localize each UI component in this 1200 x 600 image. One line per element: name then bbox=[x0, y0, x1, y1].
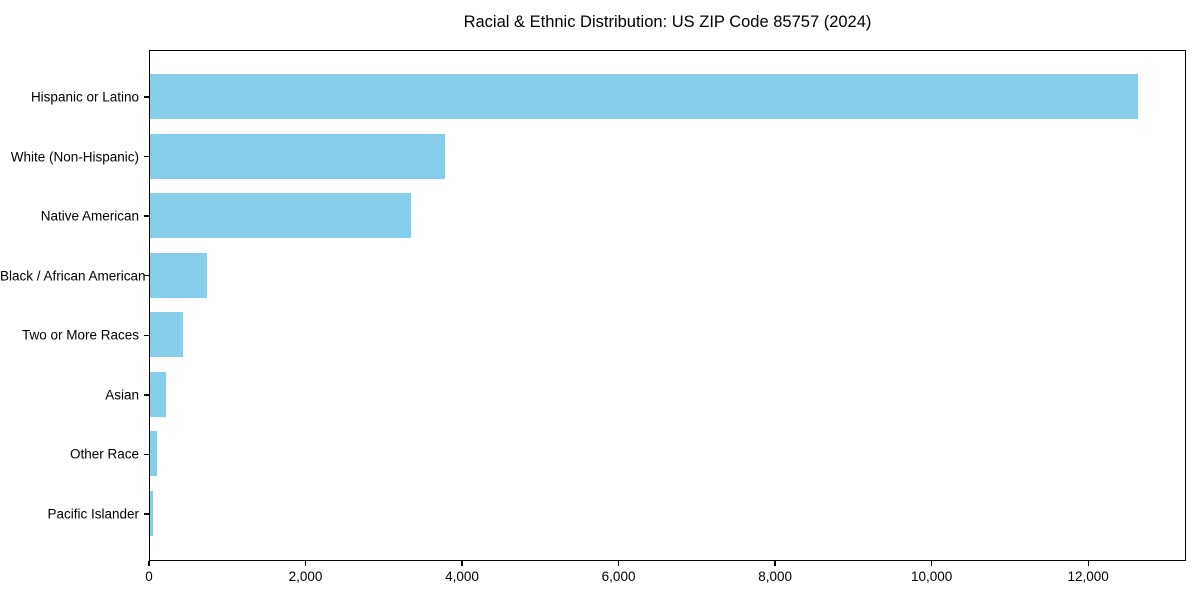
x-tick-label: 2,000 bbox=[288, 569, 323, 584]
x-tick-label: 0 bbox=[145, 569, 153, 584]
x-tick-label: 8,000 bbox=[758, 569, 792, 584]
bar-black-african-american bbox=[150, 252, 208, 298]
y-tick-mark bbox=[144, 513, 149, 515]
x-tick-mark bbox=[148, 561, 150, 566]
x-tick-mark bbox=[461, 561, 463, 566]
y-tick-mark bbox=[144, 334, 149, 336]
x-tick-mark bbox=[1087, 561, 1089, 566]
y-tick-mark bbox=[144, 275, 149, 277]
x-tick-mark bbox=[930, 561, 933, 566]
bar-hispanic-or-latino bbox=[150, 74, 1138, 119]
category-label: Native American bbox=[40, 208, 139, 224]
plot-area bbox=[149, 50, 1186, 561]
x-tick-label: 4,000 bbox=[445, 569, 479, 584]
bar-white-non-hispanic bbox=[150, 133, 445, 179]
category-label: Two or More Races bbox=[21, 327, 139, 343]
category-label: Hispanic or Latino bbox=[30, 89, 139, 105]
bar-pacific-islander bbox=[150, 491, 153, 536]
bar-other-race bbox=[150, 431, 158, 477]
x-tick-label: 6,000 bbox=[601, 569, 636, 584]
x-tick-label: 12,000 bbox=[1067, 569, 1109, 584]
bar-native-american bbox=[150, 193, 412, 239]
x-tick-mark bbox=[304, 561, 307, 566]
bar-two-or-more-races bbox=[150, 312, 183, 358]
y-tick-mark bbox=[144, 215, 149, 217]
x-tick-mark bbox=[617, 561, 620, 566]
category-label: Asian bbox=[105, 387, 139, 403]
x-tick-label: 10,000 bbox=[910, 569, 953, 584]
category-label: Pacific Islander bbox=[47, 506, 139, 522]
category-label: Other Race bbox=[69, 446, 139, 462]
y-tick-mark bbox=[144, 96, 149, 98]
y-tick-mark bbox=[144, 155, 149, 158]
category-label: Black / African American bbox=[0, 268, 146, 284]
y-tick-mark bbox=[144, 453, 149, 456]
bar-asian bbox=[150, 371, 167, 417]
chart-title: Racial & Ethnic Distribution: US ZIP Cod… bbox=[463, 13, 872, 31]
y-tick-mark bbox=[144, 394, 149, 396]
x-tick-mark bbox=[774, 561, 776, 566]
category-label: White (Non-Hispanic) bbox=[10, 149, 139, 165]
